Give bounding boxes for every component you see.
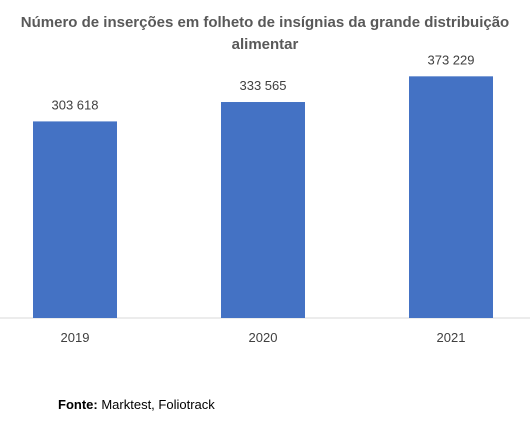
bar-chart: 303 618 333 565 373 229 2019 2020 2021 bbox=[0, 52, 530, 345]
source-label: Fonte: bbox=[58, 397, 98, 412]
value-labels-group: 303 618 333 565 373 229 bbox=[52, 52, 475, 112]
source-note: Fonte: Marktest, Foliotrack bbox=[58, 397, 215, 412]
source-text: Marktest, Foliotrack bbox=[101, 397, 215, 412]
value-label-2021: 373 229 bbox=[428, 52, 475, 67]
chart-title: Número de inserções em folheto de insígn… bbox=[20, 14, 510, 53]
bars-group bbox=[33, 76, 493, 318]
bar-2020 bbox=[221, 102, 305, 318]
bar-2019 bbox=[33, 121, 117, 318]
tick-labels-group: 2019 2020 2021 bbox=[61, 330, 466, 345]
tick-label-2020: 2020 bbox=[249, 330, 278, 345]
tick-label-2019: 2019 bbox=[61, 330, 90, 345]
value-label-2019: 303 618 bbox=[52, 97, 99, 112]
tick-label-2021: 2021 bbox=[437, 330, 466, 345]
bar-2021 bbox=[409, 76, 493, 318]
value-label-2020: 333 565 bbox=[240, 78, 287, 93]
